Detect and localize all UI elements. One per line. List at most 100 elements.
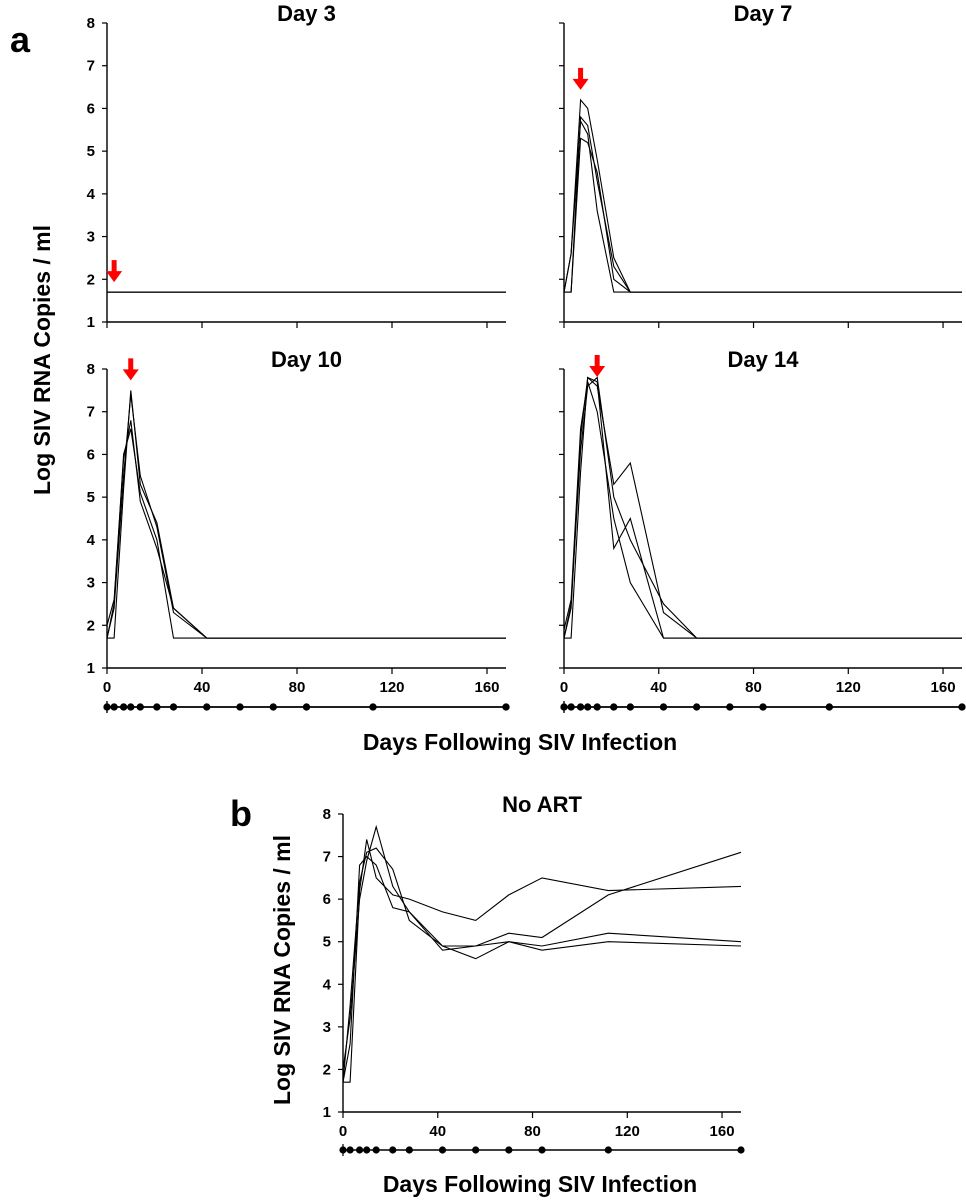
day10-y-tick-label: 5 — [87, 489, 95, 506]
day14-sample-dot — [584, 703, 592, 711]
day14-x-tick-label: 40 — [650, 679, 667, 696]
day10-sample-dot — [302, 703, 311, 711]
noart-x-tick-label: 40 — [429, 1123, 446, 1140]
noart-series-line-2 — [342, 824, 742, 1070]
day14-series-line-3 — [563, 381, 962, 639]
day10-sample-dot — [103, 703, 111, 711]
noart-sample-dot — [339, 1146, 347, 1154]
day10-sampling-timeline — [103, 701, 510, 713]
noart-x-tick-label: 80 — [524, 1123, 541, 1140]
panel-a-letter: a — [10, 19, 31, 60]
day10-y-tick-label: 8 — [87, 361, 95, 378]
day14-sample-dot — [659, 703, 668, 711]
day14-sample-dot — [626, 703, 634, 711]
day3-title: Day 3 — [277, 1, 336, 26]
day3-y-tick-label: 2 — [87, 271, 95, 288]
day10-sample-dot — [136, 703, 144, 711]
day10-x-tick-label: 120 — [379, 679, 404, 696]
noart-sample-dot — [737, 1146, 745, 1154]
noart-y-tick-label: 2 — [323, 1061, 331, 1078]
day14-series-line-2 — [563, 376, 962, 639]
day14-art-start-arrow — [589, 355, 606, 377]
noart-sample-dot — [355, 1146, 364, 1154]
day7-art-start-arrow — [572, 67, 589, 90]
day14-series-line-1 — [564, 376, 962, 639]
noart-series-line-3 — [342, 855, 742, 1083]
panel-a-x-axis-label: Days Following SIV Infection — [363, 729, 677, 755]
day14-title: Day 14 — [728, 347, 800, 372]
day14-sample-dot — [560, 703, 568, 711]
noart-y-tick-label: 6 — [323, 891, 331, 908]
day10-arrow-head — [122, 369, 139, 381]
day14-sample-dot — [693, 703, 701, 711]
noart-sample-dot — [346, 1146, 354, 1154]
day3-y-tick-label: 7 — [87, 58, 95, 75]
day10-series-line-4 — [106, 394, 506, 639]
day14-arrow-shaft — [594, 355, 600, 367]
day3-arrow-shaft — [111, 260, 117, 273]
chart-day14: 0 40 80 120 160 Day 14 — [559, 347, 966, 713]
day10-sample-dot — [120, 703, 128, 711]
day10-y-tick-label: 2 — [87, 617, 95, 634]
day7-title: Day 7 — [734, 1, 793, 26]
noart-sample-dot — [405, 1146, 413, 1154]
day7-series-line-4 — [563, 119, 962, 293]
noart-series-line-4 — [342, 847, 742, 1083]
day3-y-tick-label: 5 — [87, 143, 95, 160]
day10-series-line-3 — [106, 420, 506, 639]
day7-series-line-3 — [564, 137, 962, 293]
day10-x-tick-label: 0 — [103, 679, 111, 696]
day10-y-tick-label: 7 — [87, 404, 95, 421]
day10-sample-dot — [110, 703, 118, 711]
noart-x-tick-label: 0 — [339, 1123, 347, 1140]
day10-sample-dot — [236, 703, 244, 711]
noart-sample-dot — [363, 1146, 371, 1154]
day10-sample-dot — [169, 703, 178, 711]
day14-sample-dot — [567, 703, 575, 711]
day10-series-line-2 — [106, 428, 506, 639]
day14-x-tick-label: 160 — [931, 679, 956, 696]
noart-sample-dot — [604, 1146, 612, 1154]
day14-sample-dot — [726, 703, 734, 711]
day14-sample-dot — [610, 703, 618, 711]
noart-x-tick-label: 120 — [615, 1123, 640, 1140]
day10-y-tick-label: 4 — [87, 532, 96, 549]
day14-sampling-timeline — [560, 701, 966, 713]
noart-sample-dot — [438, 1146, 447, 1154]
noart-sample-dot — [538, 1146, 546, 1154]
day10-x-tick-label: 160 — [474, 679, 499, 696]
day14-arrow-head — [589, 366, 606, 377]
noart-sample-dot — [389, 1146, 397, 1154]
day3-arrow-head — [106, 271, 123, 283]
day14-x-tick-label: 0 — [560, 679, 568, 696]
day14-series-line-4 — [563, 376, 962, 639]
day3-y-tick-label: 6 — [87, 100, 95, 117]
noart-sample-dot — [372, 1146, 380, 1154]
noart-y-tick-label: 8 — [323, 806, 331, 823]
panel-b-x-axis-label: Days Following SIV Infection — [383, 1171, 697, 1197]
day10-sample-dot — [502, 703, 510, 711]
panel-b-letter: b — [230, 793, 252, 834]
noart-sample-dot — [505, 1146, 513, 1154]
panel-a-y-axis-label: Log SIV RNA Copies / ml — [29, 225, 55, 495]
day7-arrow-head — [572, 78, 589, 90]
day14-sample-dot — [759, 703, 767, 711]
day3-art-start-arrow — [106, 260, 123, 283]
noart-y-tick-label: 4 — [323, 976, 332, 993]
day3-y-tick-label: 3 — [87, 229, 95, 246]
day14-x-tick-label: 80 — [745, 679, 762, 696]
noart-y-tick-label: 7 — [323, 849, 331, 866]
day10-y-tick-label: 3 — [87, 575, 95, 592]
noart-sampling-timeline — [339, 1144, 745, 1156]
noart-y-tick-label: 1 — [323, 1104, 331, 1121]
day14-sample-dot — [593, 703, 601, 711]
noart-y-tick-label: 3 — [323, 1019, 331, 1036]
noart-y-tick-label: 5 — [323, 934, 331, 951]
day10-x-tick-label: 80 — [289, 679, 306, 696]
day3-y-tick-label: 8 — [87, 15, 95, 32]
day10-sample-dot — [269, 703, 277, 711]
